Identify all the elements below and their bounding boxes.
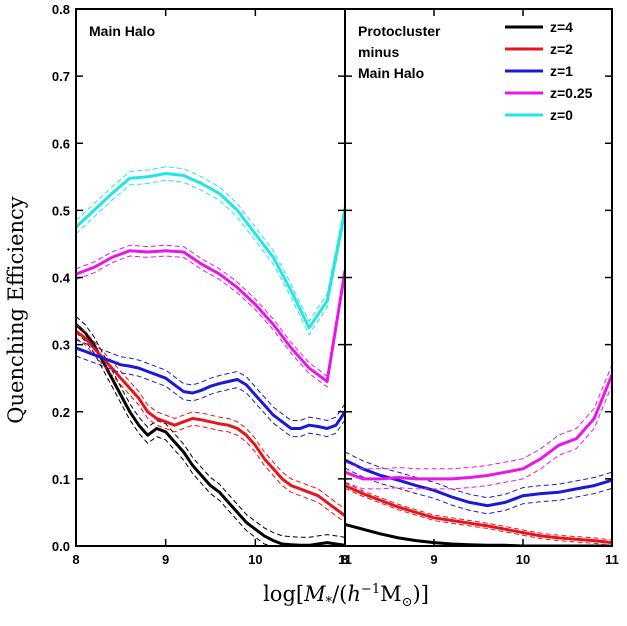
y-tick-label: 0.1	[52, 472, 70, 487]
series-z=2-line	[345, 484, 612, 545]
series-z=0.25-error-lower	[345, 384, 612, 490]
panel-label: Protocluster	[358, 23, 441, 39]
legend-label: z=2	[550, 41, 573, 57]
legend-label: z=4	[550, 19, 573, 35]
y-tick-label: 0.4	[52, 271, 71, 286]
panel-label: Main Halo	[358, 65, 424, 81]
y-tick-label: 0.0	[52, 539, 70, 554]
series-z=4-error-upper	[76, 316, 345, 538]
y-axis-title: Quenching Efficiency	[4, 196, 28, 423]
x-tick-label: 10	[248, 552, 262, 567]
x-tick-label: 10	[516, 552, 530, 567]
y-tick-label: 0.5	[52, 203, 70, 218]
series-z=1-error-upper	[345, 451, 612, 499]
series-z=2-line	[76, 329, 345, 518]
series-z=0-line	[76, 172, 345, 330]
series-z=0-error-upper	[76, 166, 345, 323]
x-tick-label: 9	[162, 552, 169, 567]
y-tick-label: 0.3	[52, 338, 70, 353]
series-z=2-error-lower	[345, 487, 612, 546]
panel-main-halo: 8 9 10 11 0.0 0.1 0.2 0.3 0.4 0.5 0.6 0.7 0.8 Main Ha…	[52, 2, 352, 567]
x-tick-label: 9	[430, 552, 437, 567]
plot-frame	[75, 8, 346, 547]
series-z=0.25-line	[76, 249, 345, 383]
series-z=1-error-upper	[76, 339, 345, 422]
series-z=2-error-upper	[345, 482, 612, 541]
legend: z=4 z=2 z=1 z=0.25 z=0	[505, 19, 593, 123]
y-tick-label: 0.8	[52, 2, 70, 17]
y-axis-label: Quenching Efficiency	[4, 196, 28, 423]
x-axis-label: log[M*/(h−1M⊙)]	[263, 582, 429, 610]
series-z=0.25-error-lower	[76, 255, 345, 388]
series-group	[345, 364, 612, 546]
x-tick-label: 11	[605, 552, 619, 567]
panel-label: Main Halo	[89, 23, 155, 39]
series-group	[76, 166, 345, 546]
series-z=0.25-error-upper	[345, 364, 612, 470]
series-z=0-error-lower	[76, 179, 345, 336]
series-z=4-error-lower	[76, 332, 345, 546]
legend-label: z=1	[550, 63, 573, 79]
series-z=1-error-lower	[76, 355, 345, 438]
y-tick-label: 0.2	[52, 405, 70, 420]
series-z=1-line	[76, 346, 345, 430]
x-tick-label: 8	[72, 552, 79, 567]
x-tick-label: 8	[341, 552, 348, 567]
series-z=1-error-lower	[345, 467, 612, 515]
series-z=2-error-upper	[76, 324, 345, 510]
y-tick-label: 0.6	[52, 136, 70, 151]
x-tick-label: 11	[338, 552, 352, 567]
series-z=2-error-lower	[76, 337, 345, 523]
series-z=0.25-error-upper	[76, 244, 345, 378]
series-z=4-line	[345, 523, 612, 546]
y-tick-label: 0.7	[52, 69, 70, 84]
series-z=0.25-line	[345, 374, 612, 481]
legend-label: z=0	[550, 107, 573, 123]
panel-label: minus	[358, 44, 399, 60]
legend-label: z=0.25	[550, 85, 593, 101]
